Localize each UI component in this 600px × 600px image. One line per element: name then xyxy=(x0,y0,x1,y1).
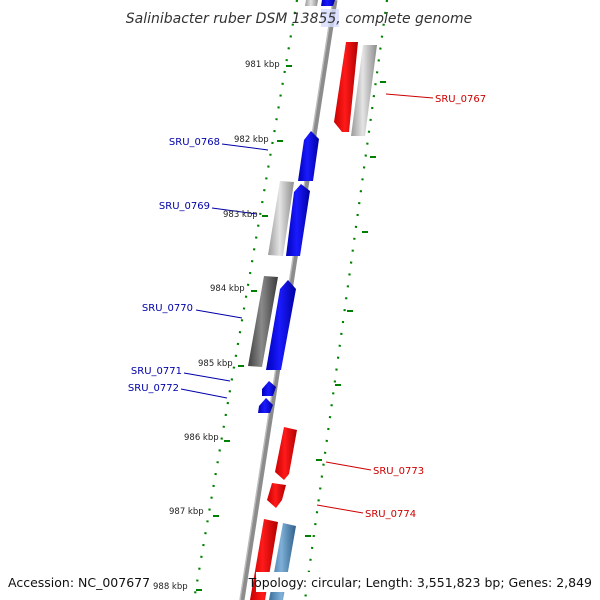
gene-label-sru0772: SRU_0772 xyxy=(128,383,179,394)
gene-label-sru0769: SRU_0769 xyxy=(159,201,210,212)
kbp-label: 988 kbp xyxy=(153,582,188,592)
gene-label-sru0768: SRU_0768 xyxy=(169,137,220,148)
gene-arrow-sru0773 xyxy=(275,427,297,480)
outer-long-ticks xyxy=(305,81,386,537)
kbp-label: 983 kbp xyxy=(223,210,258,220)
gene-arrow-sru0771 xyxy=(262,381,276,396)
gene-arrow-sru0769 xyxy=(286,184,310,256)
kbp-label: 982 kbp xyxy=(234,135,269,145)
kbp-label: 985 kbp xyxy=(198,359,233,369)
label-connectors xyxy=(180,93,434,514)
kbp-label: 987 kbp xyxy=(169,507,204,517)
outer-tick-ring xyxy=(303,0,389,600)
gene-label-sru0767: SRU_0767 xyxy=(435,94,486,105)
gene-arrow-sru0772 xyxy=(258,398,273,413)
reverse-features xyxy=(248,0,335,413)
gene-label-sru0771: SRU_0771 xyxy=(131,366,182,377)
accession-text: Accession: NC_007677 xyxy=(8,575,150,590)
title-highlight xyxy=(321,9,339,27)
gene-arrow-sru0768 xyxy=(298,131,319,181)
kbp-label: 986 kbp xyxy=(184,433,219,443)
rna-feature-1 xyxy=(351,45,377,136)
map-title: Salinibacter ruber DSM 13855, complete g… xyxy=(126,11,472,27)
gene-arrow-top-1 xyxy=(321,0,335,6)
kbp-label: 984 kbp xyxy=(210,284,245,294)
inner-long-ticks xyxy=(196,65,292,591)
gene-arrow-sru0767 xyxy=(334,42,358,132)
gene-label-sru0774: SRU_0774 xyxy=(365,509,416,520)
rna-feature-sru0769 xyxy=(268,181,294,256)
genome-summary-text: Topology: circular; Length: 3,551,823 bp… xyxy=(248,575,592,590)
footer-summary-bg xyxy=(256,572,596,592)
gene-arrow-sru0774 xyxy=(267,483,286,508)
gene-label-sru0770: SRU_0770 xyxy=(142,303,193,314)
rna-feature-top xyxy=(305,0,318,6)
gene-label-sru0773: SRU_0773 xyxy=(373,466,424,477)
gene-arrow-sru0770 xyxy=(266,280,296,370)
dark-feature-sru0770 xyxy=(248,276,278,367)
footer-accession-bg xyxy=(4,572,150,592)
kbp-label: 981 kbp xyxy=(245,60,280,70)
